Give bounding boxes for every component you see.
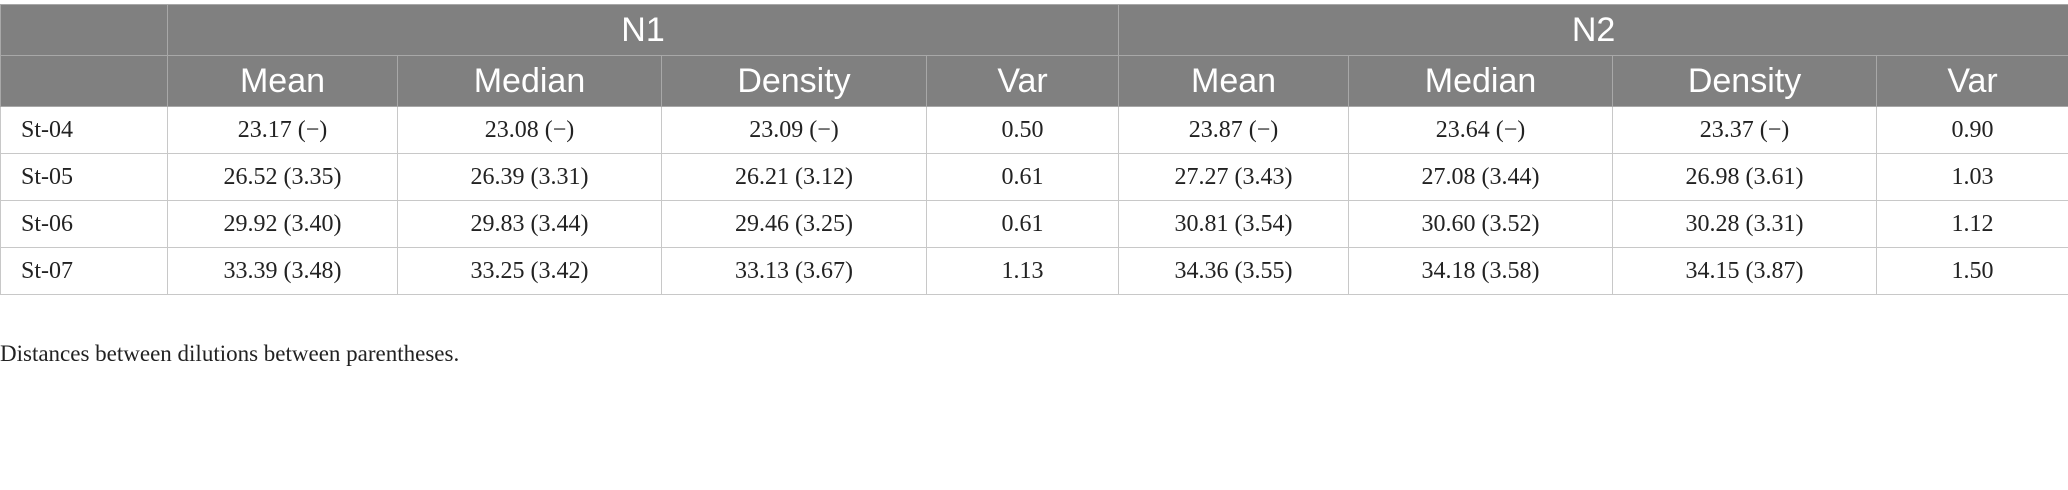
table-cell: 0.61 bbox=[925, 153, 1120, 201]
table-cell: 0.50 bbox=[925, 106, 1120, 154]
table-cell: 34.15 (3.87) bbox=[1612, 247, 1878, 295]
table-row: St-04 23.17 (−) 23.08 (−) 23.09 (−) 0.50… bbox=[0, 106, 2068, 154]
table-cell: 23.87 (−) bbox=[1118, 106, 1350, 154]
table-cell: 23.08 (−) bbox=[397, 106, 662, 154]
table-cell: 27.27 (3.43) bbox=[1118, 153, 1350, 201]
table-cell: 30.28 (3.31) bbox=[1612, 200, 1878, 248]
column-header-n1-density: Density bbox=[661, 55, 927, 107]
column-header-n1-var: Var bbox=[925, 55, 1120, 107]
table-cell: 29.92 (3.40) bbox=[167, 200, 398, 248]
results-table: N1 N2 Mean Median Density Var Mean Media… bbox=[0, 4, 2068, 295]
row-label: St-05 bbox=[0, 153, 168, 201]
table-cell: 29.83 (3.44) bbox=[397, 200, 662, 248]
row-label: St-04 bbox=[0, 106, 168, 154]
table-row: St-06 29.92 (3.40) 29.83 (3.44) 29.46 (3… bbox=[0, 200, 2068, 248]
table-cell: 23.64 (−) bbox=[1348, 106, 1614, 154]
table-cell: 33.25 (3.42) bbox=[397, 247, 662, 295]
group-header-n1: N1 bbox=[166, 4, 1120, 56]
table-cell: 33.13 (3.67) bbox=[661, 247, 927, 295]
group-header-n2: N2 bbox=[1118, 4, 2068, 56]
table-cell: 26.21 (3.12) bbox=[661, 153, 927, 201]
table-cell: 29.46 (3.25) bbox=[661, 200, 927, 248]
column-header-n2-mean: Mean bbox=[1118, 55, 1350, 107]
table-cell: 23.37 (−) bbox=[1612, 106, 1878, 154]
column-header-n2-density: Density bbox=[1612, 55, 1878, 107]
column-header-empty bbox=[0, 55, 168, 107]
table-cell: 1.03 bbox=[1876, 153, 2068, 201]
table-cell: 26.39 (3.31) bbox=[397, 153, 662, 201]
table-row: St-07 33.39 (3.48) 33.25 (3.42) 33.13 (3… bbox=[0, 247, 2068, 295]
table-cell: 26.52 (3.35) bbox=[167, 153, 398, 201]
table-cell: 34.36 (3.55) bbox=[1118, 247, 1350, 295]
column-header-row: Mean Median Density Var Mean Median Dens… bbox=[0, 55, 2068, 107]
table-cell: 0.61 bbox=[925, 200, 1120, 248]
table-cell: 33.39 (3.48) bbox=[167, 247, 398, 295]
row-label: St-07 bbox=[0, 247, 168, 295]
table-footnote: Distances between dilutions between pare… bbox=[0, 341, 460, 366]
table-cell: 30.81 (3.54) bbox=[1118, 200, 1350, 248]
row-label: St-06 bbox=[0, 200, 168, 248]
table-cell: 27.08 (3.44) bbox=[1348, 153, 1614, 201]
table-cell: 23.09 (−) bbox=[661, 106, 927, 154]
column-header-n2-median: Median bbox=[1348, 55, 1614, 107]
table-cell: 30.60 (3.52) bbox=[1348, 200, 1614, 248]
table-cell: 1.12 bbox=[1876, 200, 2068, 248]
column-header-n2-var: Var bbox=[1876, 55, 2068, 107]
table-header: N1 N2 Mean Median Density Var Mean Media… bbox=[0, 4, 2068, 107]
table-row: St-05 26.52 (3.35) 26.39 (3.31) 26.21 (3… bbox=[0, 153, 2068, 201]
table-cell: 26.98 (3.61) bbox=[1612, 153, 1878, 201]
table-cell: 0.90 bbox=[1876, 106, 2068, 154]
group-header-empty bbox=[0, 4, 168, 56]
table-body: St-04 23.17 (−) 23.08 (−) 23.09 (−) 0.50… bbox=[0, 106, 2068, 295]
column-header-n1-mean: Mean bbox=[167, 55, 398, 107]
table-cell: 1.50 bbox=[1876, 247, 2068, 295]
group-header-row: N1 N2 bbox=[0, 4, 2068, 56]
table-cell: 1.13 bbox=[925, 247, 1120, 295]
table-cell: 23.17 (−) bbox=[167, 106, 398, 154]
table-cell: 34.18 (3.58) bbox=[1348, 247, 1614, 295]
column-header-n1-median: Median bbox=[397, 55, 662, 107]
